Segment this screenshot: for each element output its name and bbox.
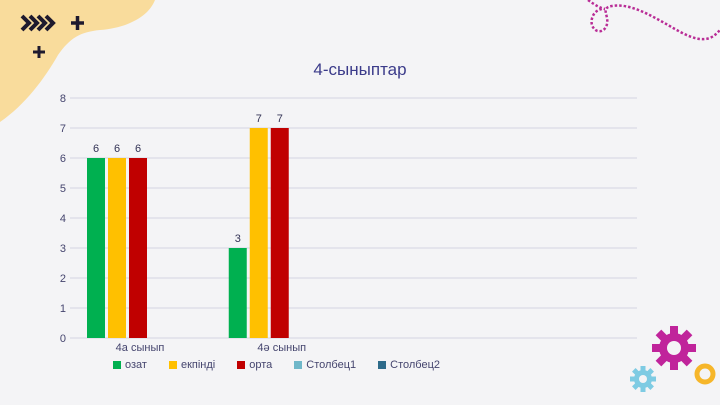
legend-swatch <box>113 361 121 369</box>
bar <box>87 158 105 338</box>
x-category-label: 4ә сынып <box>257 342 306 354</box>
gear-icon-magenta <box>652 326 696 370</box>
legend-swatch <box>378 361 387 369</box>
data-label: 6 <box>114 143 120 155</box>
legend-swatch <box>294 361 303 369</box>
gear-icon-blue <box>630 366 656 392</box>
legend-label: Столбец1 <box>306 359 357 371</box>
data-label: 3 <box>235 233 241 245</box>
legend-label: орта <box>249 359 273 371</box>
chart-legend: озат екпінді орта Столбец1 Столбец2 <box>113 359 462 371</box>
data-label: 7 <box>277 113 283 125</box>
legend-swatch <box>168 361 177 369</box>
y-tick-label: 3 <box>60 243 66 255</box>
x-category-label: 4а сынып <box>116 342 165 354</box>
bar <box>228 248 247 338</box>
chevrons-icon <box>20 14 56 32</box>
chart-title: 4-сыныптар <box>313 60 407 79</box>
legend-item-ozat: озат <box>113 359 147 371</box>
legend-item-ekpindi: екпінді <box>168 359 216 371</box>
ring-icon-yellow <box>694 363 716 385</box>
data-label: 7 <box>256 113 262 125</box>
legend-label: Столбец2 <box>390 359 441 371</box>
legend-swatch <box>237 361 246 369</box>
legend-label: екпінді <box>180 359 216 371</box>
plus-icon <box>71 16 84 30</box>
bar <box>129 158 147 338</box>
y-tick-label: 8 <box>60 93 66 105</box>
y-tick-label: 6 <box>60 153 66 165</box>
legend-item-orta: орта <box>237 359 272 371</box>
legend-item-stolbets2: Столбец2 <box>378 359 440 371</box>
legend-label: озат <box>125 359 147 371</box>
bar <box>270 128 289 338</box>
y-tick-label: 2 <box>60 273 66 285</box>
y-tick-label: 4 <box>60 213 66 225</box>
y-tick-label: 1 <box>60 303 66 315</box>
y-tick-label: 7 <box>60 123 66 135</box>
y-tick-label: 5 <box>60 183 66 195</box>
data-label: 6 <box>93 143 99 155</box>
legend-item-stolbets1: Столбец1 <box>294 359 356 371</box>
y-tick-label: 0 <box>60 333 66 345</box>
plus-icon-small <box>33 46 45 58</box>
bar <box>108 158 126 338</box>
bar <box>249 128 268 338</box>
data-label: 6 <box>135 143 141 155</box>
dotted-swirl <box>587 0 720 41</box>
